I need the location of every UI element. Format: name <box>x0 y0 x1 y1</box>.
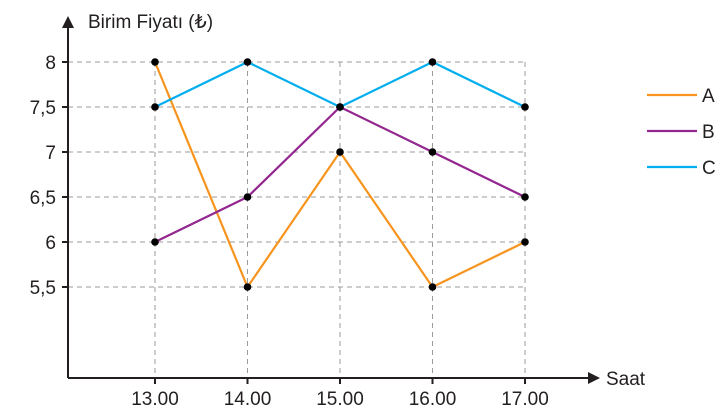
x-tick-label: 16.00 <box>409 389 457 410</box>
data-point-a <box>243 283 252 291</box>
data-point-b <box>243 193 252 201</box>
y-tick-labels: 5,5 6 6,5 7 7,5 8 <box>30 53 68 299</box>
data-point-a <box>151 58 159 66</box>
data-point-c <box>243 58 252 66</box>
x-tick-label: 17.00 <box>501 389 549 410</box>
x-tick-label: 14.00 <box>224 389 272 410</box>
x-tick-label: 13.00 <box>131 389 179 410</box>
y-tick-label: 7,5 <box>30 98 56 119</box>
data-point-c <box>151 103 159 111</box>
y-tick-label: 8 <box>45 53 56 74</box>
x-axis-label: Saat <box>606 369 646 390</box>
legend-label-a: A <box>702 86 715 107</box>
data-point-c <box>428 58 437 66</box>
data-point-a <box>336 148 344 156</box>
legend: ABC <box>647 86 716 179</box>
grid <box>68 61 526 378</box>
data-point-b <box>151 238 159 246</box>
legend-label-b: B <box>702 122 715 143</box>
data-point-c <box>521 103 529 111</box>
data-points <box>151 58 529 291</box>
data-point-b <box>521 193 529 201</box>
legend-label-c: C <box>702 158 716 179</box>
data-point-a <box>428 283 437 291</box>
data-point-c <box>336 103 344 111</box>
axes <box>62 16 600 384</box>
data-point-b <box>428 148 437 156</box>
y-tick-label: 6 <box>45 233 56 254</box>
x-tick-labels: 13.00 14.00 15.00 16.00 17.00 <box>131 378 549 410</box>
y-tick-label: 6,5 <box>30 188 56 209</box>
y-tick-label: 5,5 <box>30 278 56 299</box>
x-tick-label: 15.00 <box>316 389 364 410</box>
data-point-a <box>521 238 529 246</box>
y-tick-label: 7 <box>45 143 56 164</box>
y-axis-label: Birim Fiyatı (₺) <box>88 12 213 33</box>
